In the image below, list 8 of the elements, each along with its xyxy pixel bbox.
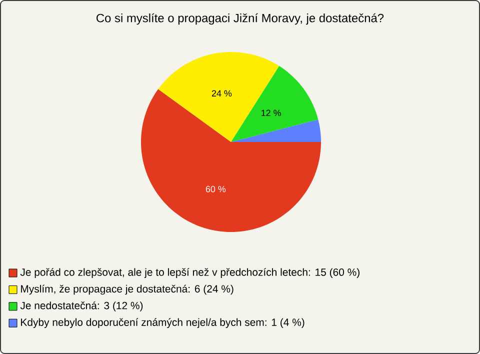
legend-label: Kdyby nebylo doporučení známých nejel/a bych sem: 1 (4 %) [21,318,304,328]
legend-label: Myslím, že propagace je dostatečná: 6 (24 %) [21,284,234,295]
legend-label: Je pořád co zlepšovat, ale je to lepší než v předchozích letech: 15 (60 %) [20,268,360,278]
chart-title: Co si myslíte o propagaci Jižní Moravy, je dostatečná? [96,13,384,25]
data-label: 12 % [262,110,281,116]
legend-label: Je nedostatečná: 3 (12 %) [20,301,143,312]
data-label: 60 % [206,186,226,192]
data-label: 24 % [212,90,232,97]
